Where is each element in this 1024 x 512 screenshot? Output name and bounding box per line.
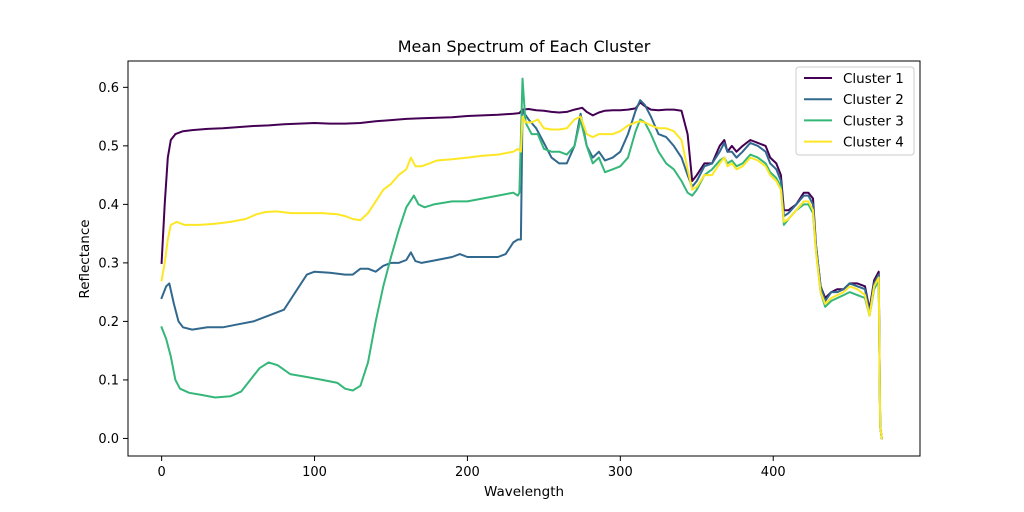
series-lines bbox=[160, 77, 883, 440]
y-tick-label: 0.0 bbox=[98, 432, 119, 447]
legend-label-2: Cluster 2 bbox=[843, 92, 904, 108]
x-tick-label: 300 bbox=[608, 465, 633, 480]
y-tick-label: 0.2 bbox=[98, 315, 119, 330]
legend-label-3: Cluster 3 bbox=[843, 113, 904, 129]
y-axis-label: Reflectance bbox=[77, 219, 93, 298]
x-tick-label: 100 bbox=[302, 465, 327, 480]
y-tick-label: 0.6 bbox=[98, 81, 119, 96]
x-tick-label: 400 bbox=[761, 465, 786, 480]
series-line-2 bbox=[160, 99, 883, 440]
y-axis-ticks: 0.0 0.1 0.2 0.3 0.4 0.5 0.6 bbox=[98, 81, 128, 447]
series-line-1 bbox=[160, 101, 883, 440]
y-tick-label: 0.3 bbox=[98, 256, 119, 271]
x-axis-label: Wavelength bbox=[484, 484, 564, 500]
x-axis-ticks: 0 100 200 300 400 bbox=[157, 456, 786, 480]
legend-label-4: Cluster 4 bbox=[843, 135, 904, 151]
x-tick-label: 0 bbox=[157, 465, 165, 480]
axes-frame bbox=[127, 60, 921, 457]
y-tick-label: 0.4 bbox=[98, 198, 119, 213]
y-tick-label: 0.5 bbox=[98, 139, 119, 154]
legend-label-1: Cluster 1 bbox=[843, 71, 904, 87]
y-tick-label: 0.1 bbox=[98, 373, 119, 388]
x-tick-label: 200 bbox=[455, 465, 480, 480]
plot-area bbox=[128, 61, 920, 456]
series-line-4 bbox=[160, 115, 883, 440]
legend: Cluster 1 Cluster 2 Cluster 3 Cluster 4 bbox=[795, 66, 915, 156]
legend-box bbox=[795, 66, 915, 156]
chart-title: Mean Spectrum of Each Cluster bbox=[398, 37, 651, 56]
